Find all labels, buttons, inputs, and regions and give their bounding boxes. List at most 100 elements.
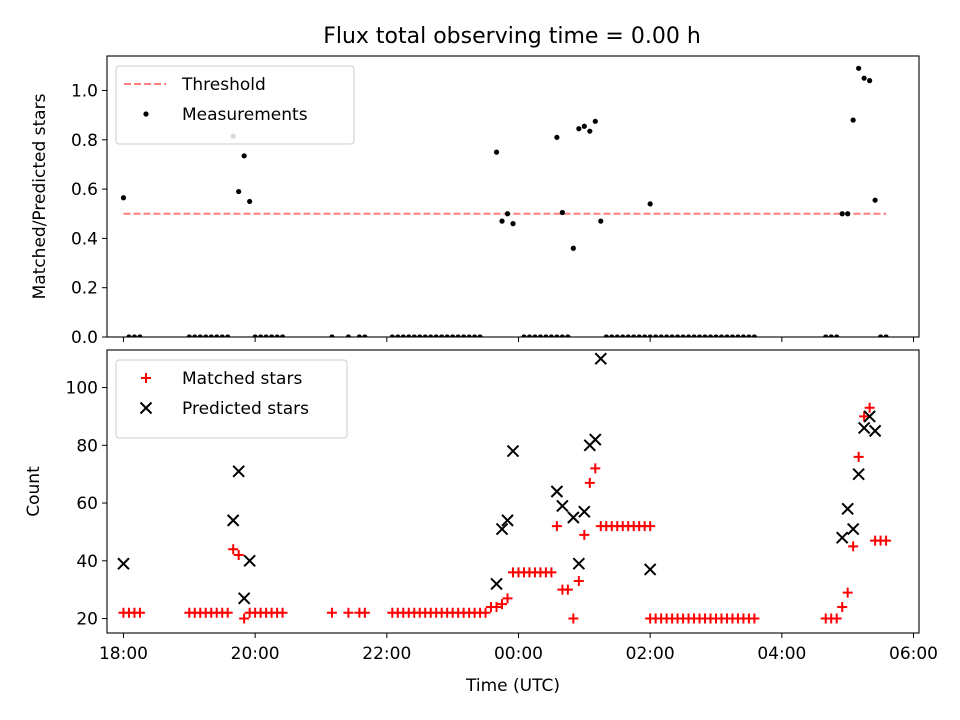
measurement-point bbox=[126, 334, 132, 337]
predicted-star-point bbox=[232, 465, 245, 478]
matched-star-point bbox=[859, 411, 870, 422]
measurement-point bbox=[461, 334, 467, 337]
legend-matched-swatch bbox=[141, 373, 151, 383]
matched-star-point bbox=[573, 576, 584, 587]
measurement-point bbox=[554, 134, 560, 140]
matched-star-point bbox=[359, 607, 370, 618]
measurement-point bbox=[746, 334, 752, 337]
measurement-point bbox=[203, 334, 209, 337]
measurement-point bbox=[729, 334, 736, 337]
predicted-star-point bbox=[243, 554, 256, 568]
measurement-point bbox=[647, 201, 653, 207]
legend-label: Predicted stars bbox=[182, 399, 309, 419]
predicted-star-point bbox=[550, 485, 564, 498]
measurement-point bbox=[422, 334, 428, 337]
matched-star-point bbox=[497, 599, 508, 610]
measurement-point bbox=[614, 334, 620, 337]
x-tick-label: 20:00 bbox=[231, 644, 280, 664]
chart-title: Flux total observing time = 0.00 h bbox=[323, 24, 701, 49]
measurement-point bbox=[823, 334, 829, 337]
legend-measurements-swatch bbox=[143, 111, 149, 117]
measurement-point bbox=[362, 334, 368, 337]
measurement-point bbox=[258, 334, 264, 337]
measurement-point bbox=[576, 126, 582, 132]
measurement-point bbox=[219, 334, 225, 337]
matched-star-point bbox=[277, 607, 288, 618]
x-tick-label: 06:00 bbox=[889, 644, 938, 664]
x-axis-label: Time (UTC) bbox=[465, 676, 560, 696]
predicted-star-point bbox=[506, 444, 520, 458]
x-tick-label: 02:00 bbox=[626, 644, 675, 664]
predicted-star-point bbox=[490, 577, 503, 591]
bottom-y-tick-label: 60 bbox=[76, 494, 98, 514]
measurement-point bbox=[680, 334, 686, 337]
measurement-point bbox=[834, 334, 840, 337]
matched-star-point bbox=[881, 535, 892, 546]
matched-star-point bbox=[343, 607, 354, 618]
measurement-point bbox=[137, 334, 143, 337]
predicted-star-point bbox=[237, 592, 251, 605]
measurement-point bbox=[691, 334, 697, 337]
matched-star-point bbox=[491, 602, 502, 613]
matched-star-point bbox=[584, 477, 595, 488]
measurement-point bbox=[356, 334, 362, 337]
legend-label: Matched stars bbox=[182, 369, 302, 389]
predicted-star-point bbox=[852, 467, 865, 481]
measurement-point bbox=[433, 334, 439, 337]
measurement-point bbox=[664, 334, 670, 337]
measurement-point bbox=[828, 334, 834, 337]
matched-star-point bbox=[579, 529, 590, 540]
top-y-tick-label: 0.6 bbox=[71, 180, 98, 200]
predicted-star-point bbox=[857, 421, 871, 435]
measurement-point bbox=[236, 188, 242, 195]
predicted-star-point bbox=[594, 352, 607, 365]
measurement-point bbox=[587, 128, 593, 134]
matched-star-point bbox=[831, 613, 842, 624]
measurement-point bbox=[197, 334, 203, 337]
measurement-point bbox=[120, 195, 127, 201]
measurement-point bbox=[751, 334, 758, 337]
measurement-point bbox=[625, 334, 631, 337]
measurement-point bbox=[872, 197, 878, 203]
x-tick-label: 22:00 bbox=[362, 644, 411, 664]
measurement-point bbox=[669, 334, 675, 337]
measurement-point bbox=[735, 334, 741, 337]
predicted-star-point bbox=[578, 505, 591, 518]
measurement-point bbox=[439, 334, 445, 337]
legend-label: Measurements bbox=[182, 105, 308, 125]
measurement-point bbox=[653, 334, 659, 337]
predicted-star-point bbox=[863, 410, 876, 423]
measurement-point bbox=[636, 334, 642, 337]
measurement-point bbox=[329, 334, 335, 337]
measurement-point bbox=[389, 334, 395, 337]
measurement-point bbox=[268, 334, 275, 337]
measurement-point bbox=[603, 334, 609, 337]
top-y-tick-label: 0.8 bbox=[71, 131, 98, 151]
measurement-point bbox=[521, 334, 527, 337]
measurement-point bbox=[707, 334, 714, 337]
measurement-point bbox=[674, 334, 681, 337]
matched-star-point bbox=[842, 587, 853, 598]
measurement-point bbox=[856, 65, 862, 71]
top-legend: Threshold Measurements bbox=[115, 65, 355, 145]
matched-star-point bbox=[848, 541, 859, 552]
measurement-point bbox=[713, 334, 719, 337]
measurement-point bbox=[274, 334, 280, 337]
measurement-point bbox=[850, 117, 856, 123]
top-y-tick-label: 0.4 bbox=[71, 229, 98, 249]
matched-star-point bbox=[749, 613, 760, 624]
measurement-point bbox=[406, 334, 412, 337]
measurement-point bbox=[839, 211, 845, 217]
measurement-point bbox=[718, 334, 725, 337]
measurement-point bbox=[131, 334, 138, 337]
measurement-point bbox=[740, 334, 747, 337]
measurement-point bbox=[609, 334, 615, 337]
measurement-point bbox=[450, 334, 456, 337]
measurement-point bbox=[877, 334, 884, 337]
bottom-y-tick-label: 40 bbox=[76, 552, 98, 572]
measurement-point bbox=[592, 118, 598, 124]
bottom-y-tick-label: 20 bbox=[76, 610, 98, 630]
matched-star-point bbox=[568, 613, 579, 624]
matched-star-point bbox=[546, 567, 557, 578]
x-tick-label: 00:00 bbox=[494, 644, 543, 664]
